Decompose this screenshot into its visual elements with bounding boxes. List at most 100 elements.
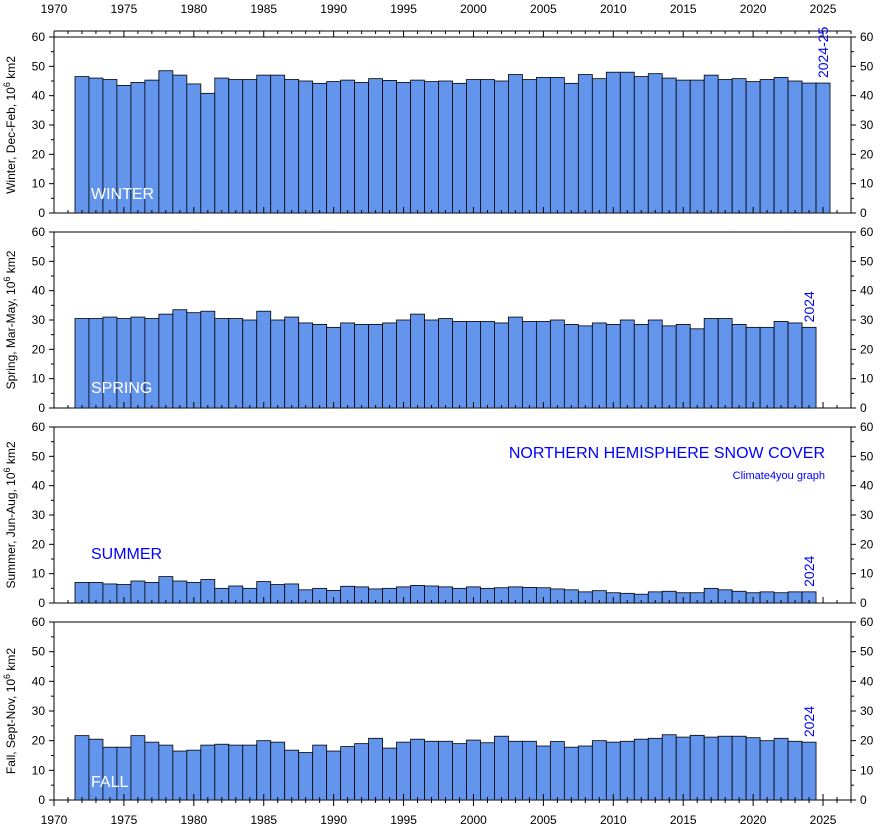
summer-bar-1973 [88,582,104,604]
bottom-x-tick-label: 1980 [180,813,207,827]
summer-end-year-label: 2024 [801,555,817,586]
winter-y-tick-label-left: 50 [32,59,46,73]
winter-bar-1979 [172,74,188,214]
spring-bar-1990 [326,326,342,409]
spring-bar-1993 [368,323,383,409]
fall-bar-2017 [703,736,719,801]
summer-y-tick-label-left: 40 [32,479,46,493]
summer-y-tick-label-left: 50 [32,449,46,463]
winter-bar-1986 [270,74,286,214]
summer-bar-1978 [158,576,174,604]
winter-y-axis-label: Winter, Dec-Feb, 106 km2 [2,56,18,194]
winter-bar-1995 [396,82,411,214]
fall-bar-1995 [396,741,411,801]
fall-bar-2020 [745,737,761,801]
winter-bar-1994 [382,80,397,214]
winter-bar-1988 [298,80,314,214]
top-x-tick-label: 2010 [600,2,627,16]
winter-bar-1985 [256,74,272,214]
winter-y-tick-label-right: 10 [860,177,874,191]
fall-bar-1996 [410,738,425,801]
spring-y-tick-label-left: 60 [32,225,46,239]
winter-season-label: WINTER [91,186,154,203]
spring-y-tick-label-right: 0 [860,401,867,415]
fall-bar-2001 [480,742,495,801]
winter-bar-1978 [158,70,174,214]
fall-bar-2003 [508,740,523,801]
spring-y-tick-label-right: 20 [860,342,874,356]
spring-bar-1992 [354,323,370,409]
winter-y-tick-label-right: 30 [860,118,874,132]
spring-season-label: SPRING [91,380,152,397]
winter-bar-2024 [801,82,817,214]
spring-bar-1987 [284,316,300,409]
bottom-x-tick-label: 1985 [250,813,277,827]
winter-bar-1999 [452,82,467,214]
bottom-x-tick-label: 2000 [460,813,487,827]
winter-bar-1981 [200,92,216,214]
fall-bar-2018 [717,735,733,801]
winter-bar-2013 [647,73,663,214]
spring-bar-1997 [424,319,439,409]
fall-bar-2011 [619,740,635,801]
fall-bar-1990 [326,750,342,801]
spring-bar-1988 [298,322,314,409]
bottom-x-tick-label: 2025 [810,813,837,827]
winter-bar-1996 [410,79,425,214]
summer-bar-1976 [130,580,146,604]
spring-bar-1982 [214,318,230,409]
winter-bar-2021 [759,79,775,214]
winter-bar-1987 [284,79,300,214]
winter-bar-1989 [312,82,328,214]
fall-y-tick-label-right: 60 [860,615,874,629]
spring-bar-1979 [172,309,188,409]
bottom-x-tick-label: 2020 [740,813,767,827]
top-x-tick-label: 2005 [530,2,557,16]
summer-y-tick-label-left: 20 [32,537,46,551]
spring-bar-2013 [647,319,663,409]
fall-bar-2010 [605,741,621,801]
winter-bar-2014 [661,77,677,214]
spring-bar-2002 [494,322,509,409]
summer-y-tick-label-right: 50 [860,449,874,463]
summer-season-label: SUMMER [91,546,162,563]
winter-y-tick-label-left: 0 [38,206,45,220]
fall-y-tick-label-right: 20 [860,734,874,748]
winter-bar-1983 [228,79,244,214]
top-x-tick-label: 1975 [111,2,138,16]
winter-bar-2018 [717,79,733,214]
summer-bar-1977 [144,582,160,604]
winter-bar-1984 [242,79,258,214]
winter-bar-2022 [773,77,789,214]
spring-y-tick-label-right: 30 [860,313,874,327]
summer-y-tick-label-left: 0 [38,596,45,610]
spring-bar-1985 [256,310,272,409]
fall-bar-2022 [773,737,789,801]
winter-bar-2006 [549,77,565,214]
fall-bar-2009 [591,740,607,801]
fall-bar-2021 [759,740,775,801]
summer-y-tick-label-left: 30 [32,508,46,522]
winter-y-tick-label-left: 30 [32,118,46,132]
spring-bar-2001 [480,321,495,409]
winter-bar-1980 [186,83,202,214]
winter-bar-2002 [494,80,509,214]
fall-bar-2000 [466,739,481,801]
fall-y-tick-label-left: 20 [32,734,46,748]
summer-bar-1972 [74,582,90,604]
fall-bar-1977 [144,741,160,801]
spring-y-tick-label-left: 0 [38,401,45,415]
winter-bar-1997 [424,81,439,214]
spring-y-tick-label-left: 30 [32,313,46,327]
winter-bar-2015 [675,79,691,214]
summer-y-tick-label-right: 60 [860,420,874,434]
fall-y-tick-label-right: 10 [860,763,874,777]
top-x-tick-label: 2015 [670,2,697,16]
winter-end-year-label: 2024-25 [815,26,831,78]
winter-bar-1972 [74,76,90,214]
fall-bar-1979 [172,750,188,801]
winter-bar-2003 [508,74,523,214]
winter-bar-2020 [745,81,761,214]
winter-bar-1991 [340,79,356,214]
winter-bar-2000 [466,79,481,214]
